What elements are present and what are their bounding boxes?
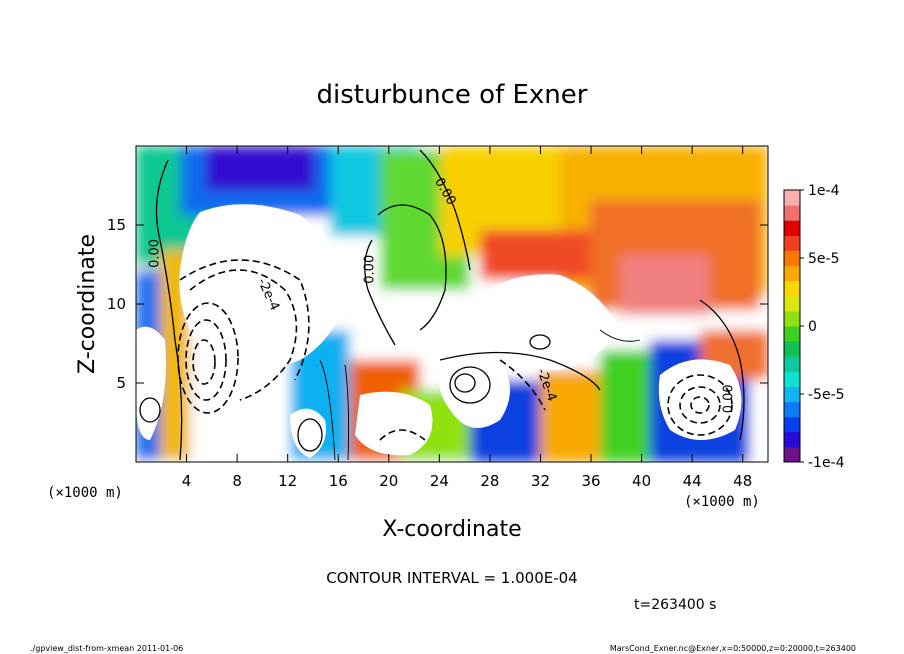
x-axis: 4 8 12 16 20 24 28 32 36 40 44 48: [182, 146, 752, 490]
plot-area: 0.00-2e-40.000.00-2e-4 0.00: [136, 146, 768, 462]
colorbar-swatch: [784, 416, 800, 433]
colorbar-swatch: [784, 446, 800, 463]
y-tick-label: 15: [107, 216, 126, 234]
x-tick-label: 36: [581, 472, 600, 490]
colorbar-swatch: [784, 295, 800, 312]
colorbar-swatch: [784, 326, 800, 342]
x-tick-label: 48: [733, 472, 752, 490]
x-axis-label: X-coordinate: [382, 517, 521, 542]
colorbar-swatch: [784, 431, 800, 448]
x-tick-label: 12: [278, 472, 297, 490]
colorbar-label: 0: [808, 319, 817, 335]
footer-left: ./gpview_dist-from-xmean 2011-01-06: [30, 644, 183, 653]
x-tick-label: 24: [430, 472, 449, 490]
colorbar-swatch: [784, 205, 800, 221]
colorbar-label: -5e-5: [808, 387, 845, 403]
colorbar-swatch: [784, 265, 800, 282]
colorbar-ticks: 1e-4 5e-5 0 -5e-5 -1e-4: [800, 183, 845, 471]
x-tick-label: 16: [329, 472, 348, 490]
x-tick-label: 28: [480, 472, 499, 490]
y-axis: 5 10 15: [107, 216, 768, 392]
colorbar-swatch: [784, 386, 800, 403]
colorbar-swatch: [784, 280, 800, 297]
x-unit-right: (×1000 m): [684, 494, 760, 510]
x-tick-label: 32: [531, 472, 550, 490]
colorbar-swatch: [784, 220, 800, 236]
colorbar-swatch: [784, 310, 800, 327]
x-tick-label: 20: [379, 472, 398, 490]
time-label: t=263400 s: [634, 597, 716, 613]
colorbar-swatch: [784, 401, 800, 418]
x-tick-label: 44: [683, 472, 702, 490]
colorbar-swatch: [784, 341, 800, 357]
x-unit-left: (×1000 m): [47, 485, 123, 501]
x-tick-label: 8: [232, 472, 242, 490]
x-tick-label: 40: [632, 472, 651, 490]
colorbar-swatch: [784, 235, 800, 251]
y-tick-label: 5: [116, 374, 126, 392]
colorbar-label: 1e-4: [808, 183, 840, 199]
contour-label: 0.00: [722, 384, 737, 413]
colorbar-swatch: [784, 250, 800, 267]
colorbar-label: -1e-4: [808, 455, 845, 471]
y-axis-label: Z-coordinate: [75, 234, 100, 374]
contour-label: 0.00: [363, 255, 378, 284]
x-tick-label: 4: [182, 472, 192, 490]
footer-right: MarsCond_Exner.nc@Exner,x=0:50000,z=0:20…: [610, 644, 856, 653]
colorbar: [784, 190, 800, 463]
colorbar-swatch: [784, 371, 800, 387]
colorbar-swatch: [784, 356, 800, 372]
contour-label: 0.00: [148, 239, 163, 268]
y-tick-label: 10: [107, 295, 126, 313]
contour-interval: CONTOUR INTERVAL = 1.000E-04: [326, 569, 577, 587]
colorbar-label: 5e-5: [808, 251, 839, 267]
colorbar-swatch: [784, 190, 800, 206]
chart-title: disturbunce of Exner: [317, 80, 588, 110]
